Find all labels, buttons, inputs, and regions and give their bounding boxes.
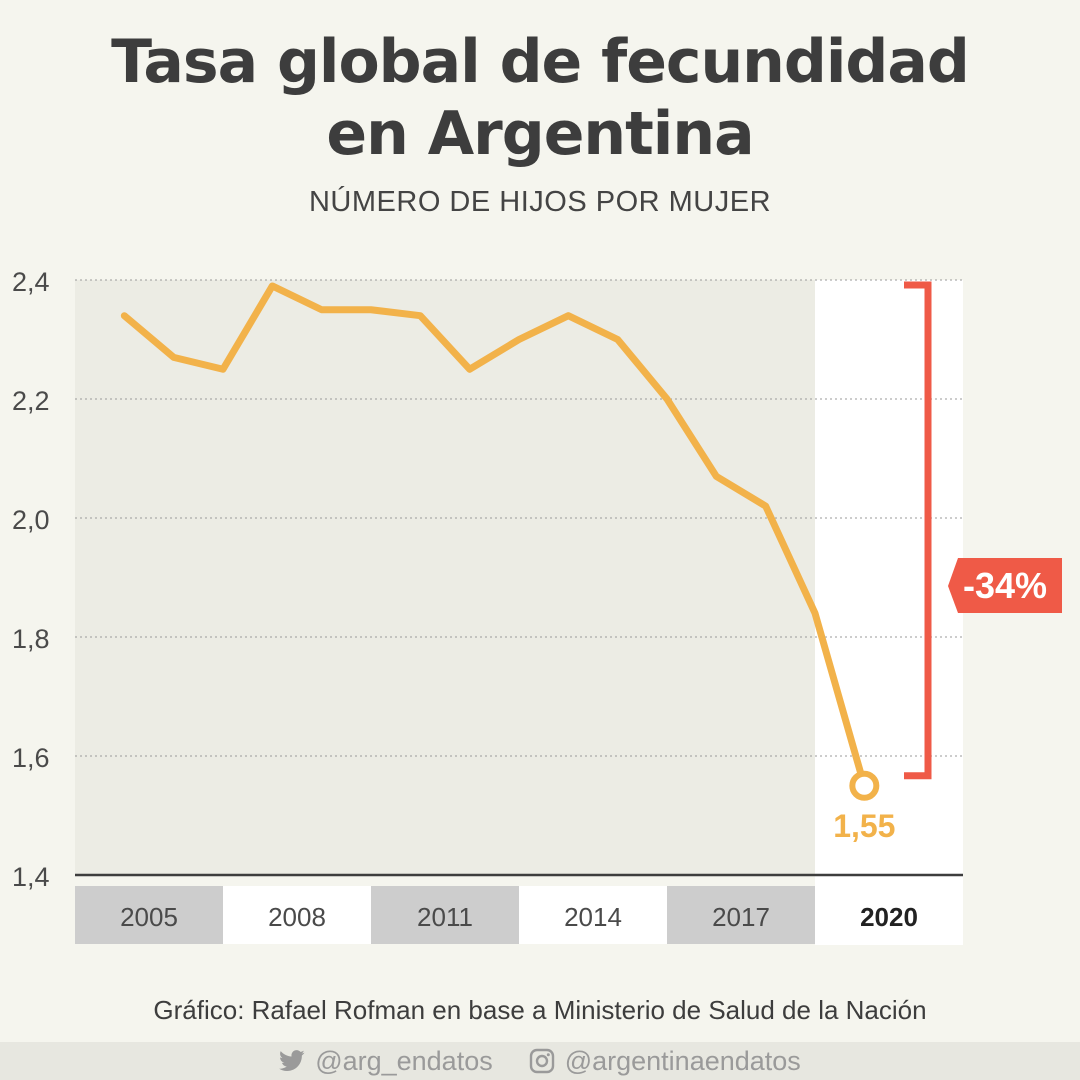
instagram-handle-text: @argentinaendatos — [564, 1045, 801, 1076]
change-label: -34% — [963, 565, 1047, 606]
twitter-handle[interactable]: @arg_endatos — [279, 1046, 493, 1077]
title-line-2: en Argentina — [326, 99, 754, 169]
x-tick-label: 2005 — [120, 902, 178, 932]
x-tick-band — [371, 886, 519, 944]
y-tick-label: 2,2 — [12, 386, 50, 416]
footer-bar: @arg_endatos @argentinaendatos — [0, 1042, 1080, 1080]
data-point-last — [849, 770, 880, 801]
data-label-last: 1,55 — [833, 808, 895, 844]
highlight-band — [815, 280, 963, 945]
chart-subtitle: NÚMERO DE HIJOS POR MUJER — [308, 186, 772, 218]
x-tick-label: 2017 — [712, 902, 770, 932]
change-badge — [948, 558, 1062, 613]
twitter-bird-icon — [279, 1050, 305, 1071]
x-tick-label: 2020 — [860, 902, 918, 932]
x-tick-label: 2011 — [417, 902, 473, 932]
x-tick-band — [815, 886, 963, 944]
y-tick-label: 2,0 — [12, 505, 50, 535]
x-tick-band — [223, 886, 371, 944]
y-tick-label: 1,8 — [12, 624, 50, 654]
change-bracket — [904, 281, 932, 780]
title-line-1: Tasa global de fecundidad — [111, 27, 970, 97]
y-tick-label: 1,6 — [12, 743, 50, 773]
x-tick-band — [519, 886, 667, 944]
x-tick-label: 2014 — [564, 902, 622, 932]
plot-background — [75, 280, 815, 875]
x-tick-band — [667, 886, 815, 944]
x-tick-label: 2008 — [268, 902, 326, 932]
x-tick-band — [75, 886, 223, 944]
instagram-icon — [529, 1048, 554, 1074]
chart-title: Tasa global de fecundidad en Argentina — [0, 26, 1080, 170]
y-tick-label: 1,4 — [12, 862, 50, 892]
twitter-handle-text: @arg_endatos — [315, 1045, 493, 1076]
line-chart: 1,4 1,6 1,8 2,0 2,2 2,4 2005 2008 2011 2014 2017 20… — [12, 267, 1062, 945]
y-tick-label: 2,4 — [12, 267, 50, 297]
data-line — [120, 282, 868, 790]
source-note: Gráfico: Rafael Rofman en base a Ministe… — [153, 995, 927, 1025]
instagram-handle[interactable]: @argentinaendatos — [529, 1046, 801, 1077]
